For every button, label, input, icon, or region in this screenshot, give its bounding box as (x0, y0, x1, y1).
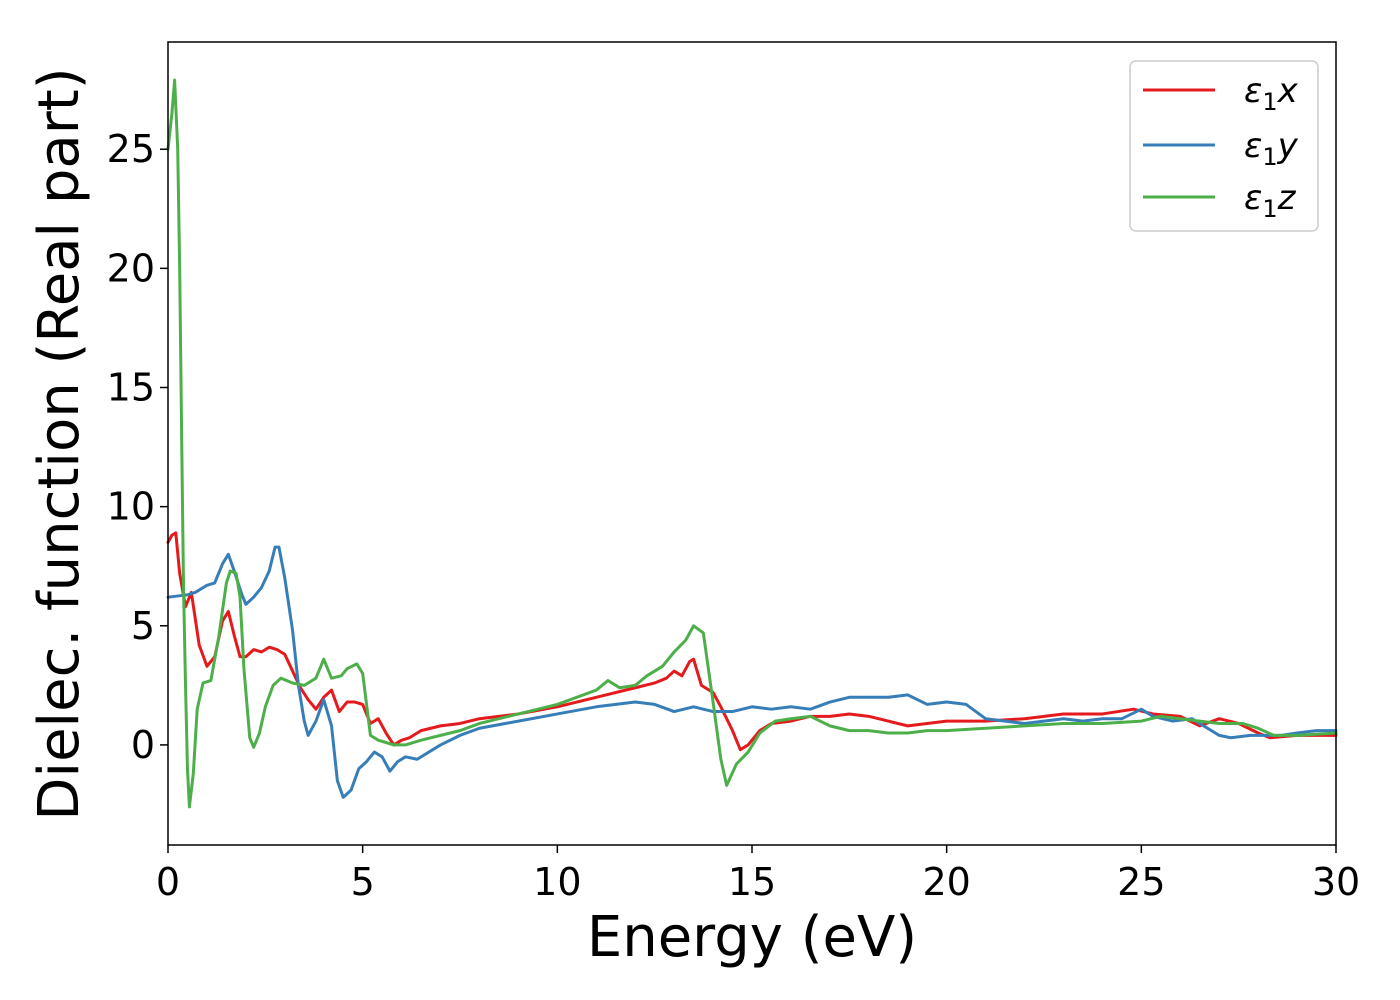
legend-axis-eps1x: x (1277, 71, 1299, 111)
x-axis-label: Energy (eV) (587, 905, 917, 970)
x-tick-label: 25 (1117, 860, 1165, 904)
x-tick-label: 5 (351, 860, 375, 904)
legend-label-eps1z: ε1z (1244, 178, 1297, 223)
y-tick-label: 25 (107, 127, 155, 171)
legend-symbol-eps1x: ε (1244, 71, 1262, 111)
x-tick-label: 30 (1312, 860, 1360, 904)
legend-label-eps1y: ε1y (1244, 126, 1299, 171)
legend-subscript-eps1y: 1 (1262, 143, 1277, 171)
legend-box (1129, 60, 1319, 232)
series-line-z (166, 78, 1338, 809)
series-line-y (166, 545, 1338, 799)
x-tick-label: 10 (533, 860, 581, 904)
legend-subscript-eps1z: 1 (1262, 195, 1277, 223)
legend: ε1x ε1y ε1z (1129, 60, 1319, 232)
y-tick-label: 5 (131, 604, 155, 648)
y-tick-label: 15 (107, 366, 155, 410)
legend-symbol-eps1z: ε (1244, 178, 1262, 218)
y-axis: 0 5 10 15 20 25 (107, 127, 168, 767)
y-tick-label: 0 (131, 723, 155, 767)
y-tick-label: 20 (107, 246, 155, 290)
x-tick-label: 0 (156, 860, 180, 904)
y-tick-label: 10 (107, 485, 155, 529)
legend-label-eps1x: ε1x (1244, 71, 1299, 116)
x-tick-label: 20 (922, 860, 970, 904)
y-axis-label: Dielec. function (Real part) (27, 67, 92, 820)
series-layer (166, 78, 1338, 809)
legend-subscript-eps1x: 1 (1262, 88, 1277, 116)
legend-axis-eps1z: z (1277, 178, 1297, 218)
legend-symbol-eps1y: ε (1244, 126, 1262, 166)
legend-axis-eps1y: y (1277, 126, 1299, 166)
x-tick-label: 15 (728, 860, 776, 904)
x-axis: 0 5 10 15 20 25 30 (156, 845, 1360, 904)
